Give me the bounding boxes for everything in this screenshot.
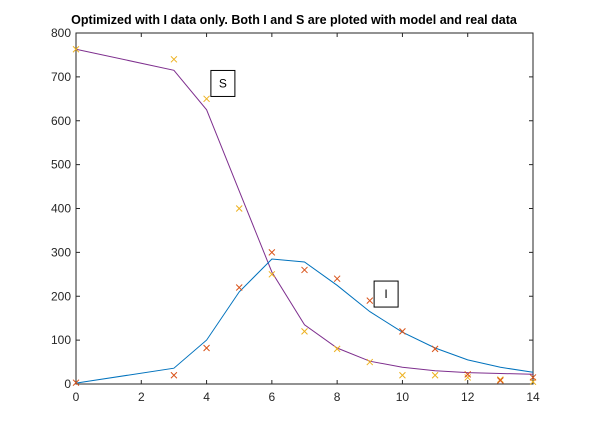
marker-stroke: [72, 379, 80, 387]
data-point-marker: [301, 327, 308, 335]
data-point-marker: [529, 374, 537, 381]
series-line-1: [75, 258, 534, 384]
data-point-marker: [72, 379, 80, 387]
data-point-marker: [431, 371, 439, 379]
annotation-label: S: [219, 76, 227, 90]
annotation-i: I: [373, 280, 399, 308]
chart-title: Optimized with I data only. Both I and S…: [71, 13, 518, 27]
marker-stroke: [529, 374, 537, 381]
data-point-marker: [235, 284, 243, 291]
marker-stroke: [268, 249, 276, 256]
data-point-marker: [170, 371, 178, 379]
marker-stroke: [301, 266, 308, 274]
marker-stroke: [497, 377, 504, 384]
x-tick-label: 6: [269, 390, 276, 404]
data-point-marker: [333, 275, 341, 283]
data-point-marker: [203, 344, 210, 352]
data-point-marker: [235, 205, 243, 212]
marker-stroke: [464, 374, 472, 381]
marker-stroke: [399, 327, 406, 335]
y-tick-label: 300: [51, 245, 71, 259]
y-tick-label: 700: [51, 70, 71, 84]
marker-stroke: [235, 205, 243, 212]
y-tick-label: 200: [51, 289, 71, 303]
marker-stroke: [497, 376, 504, 383]
x-tick-label: 4: [203, 390, 210, 404]
marker-stroke: [203, 95, 210, 103]
marker-stroke: [366, 358, 374, 366]
marker-stroke: [399, 371, 406, 379]
ticks: 0 2 4 6 8 10 12 14 0 100 200 300 400 500 600 700 800: [51, 26, 540, 404]
y-tick-label: 500: [51, 158, 71, 172]
series-line-0: [75, 48, 534, 375]
marker-stroke: [170, 371, 178, 379]
data-point-marker: [366, 297, 374, 304]
annotation-label: I: [384, 287, 387, 301]
x-tick-label: 14: [526, 390, 540, 404]
data-point-marker: [301, 266, 308, 274]
marker-stroke: [333, 345, 341, 353]
y-tick-label: 600: [51, 114, 71, 128]
marker-stroke: [203, 344, 210, 352]
marker-stroke: [301, 327, 308, 335]
y-tick-label: 0: [64, 377, 71, 391]
data-point-marker: [497, 377, 504, 384]
y-tick-label: 100: [51, 333, 71, 347]
data-point-marker: [431, 345, 439, 353]
data-point-marker: [464, 370, 472, 378]
x-tick-label: 10: [396, 390, 410, 404]
data-point-marker: [268, 270, 276, 278]
data-point-marker: [399, 371, 406, 379]
marker-stroke: [170, 55, 178, 63]
marker-stroke: [464, 370, 472, 378]
marker-stroke: [268, 270, 276, 278]
series-lines: [75, 48, 534, 384]
data-point-marker: [366, 358, 374, 366]
marker-stroke: [431, 345, 439, 353]
data-point-marker: [170, 55, 178, 63]
x-tick-label: 8: [334, 390, 341, 404]
data-point-marker: [333, 345, 341, 353]
data-point-marker: [399, 327, 406, 335]
marker-stroke: [431, 371, 439, 379]
data-point-marker: [497, 376, 504, 383]
x-tick-label: 2: [138, 390, 145, 404]
annotation-box: [373, 280, 399, 308]
x-tick-label: 12: [461, 390, 475, 404]
y-tick-label: 400: [51, 202, 71, 216]
data-markers: [72, 45, 537, 387]
marker-stroke: [333, 275, 341, 283]
marker-stroke: [235, 284, 243, 291]
data-point-marker: [464, 374, 472, 381]
marker-stroke: [366, 297, 374, 304]
annotation-s: S: [210, 69, 236, 97]
annotations: SI: [210, 69, 399, 308]
data-point-marker: [203, 95, 210, 103]
marker-stroke: [72, 45, 80, 53]
data-point-marker: [268, 249, 276, 256]
annotation-box: [210, 69, 236, 97]
y-tick-label: 800: [51, 26, 71, 40]
data-point-marker: [72, 45, 80, 53]
x-tick-label: 0: [73, 390, 80, 404]
axes-box: [75, 32, 534, 385]
